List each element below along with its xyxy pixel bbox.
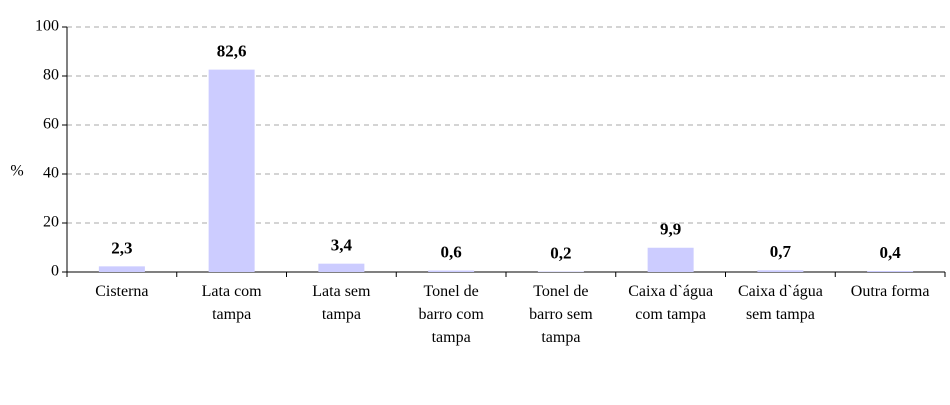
y-tick-label: 40 bbox=[43, 165, 59, 182]
x-tick-label: Caixa d`água com tampa bbox=[628, 283, 714, 323]
bar bbox=[647, 247, 694, 272]
value-label: 9,9 bbox=[660, 220, 681, 239]
value-label: 0,7 bbox=[770, 242, 792, 261]
bar bbox=[98, 266, 145, 272]
y-tick-label: 0 bbox=[51, 263, 59, 280]
value-label: 3,4 bbox=[331, 236, 353, 255]
bar bbox=[757, 270, 804, 272]
value-label: 0,4 bbox=[880, 243, 902, 262]
bar bbox=[428, 270, 475, 272]
x-tick-label: Cisterna bbox=[95, 283, 149, 300]
x-tick-label: Tonel de barro sem tampa bbox=[529, 283, 593, 346]
y-tick-label: 80 bbox=[43, 67, 59, 84]
bar bbox=[867, 271, 914, 272]
x-tick-label: Outra forma bbox=[850, 283, 930, 300]
y-tick-label: 60 bbox=[43, 116, 59, 133]
bar bbox=[208, 69, 255, 272]
value-label: 82,6 bbox=[217, 42, 247, 61]
x-tick-label: Caixa d`água sem tampa bbox=[737, 283, 823, 323]
x-tick-label: Lata sem tampa bbox=[312, 283, 371, 323]
y-tick-label: 100 bbox=[35, 18, 59, 35]
x-tick-label: Lata com tampa bbox=[201, 283, 262, 323]
value-label: 2,3 bbox=[111, 238, 132, 257]
bar bbox=[318, 263, 365, 272]
y-tick-label: 20 bbox=[43, 214, 59, 231]
x-tick-label: Tonel de barro com tampa bbox=[418, 283, 484, 346]
y-axis-label: % bbox=[10, 163, 23, 180]
value-label: 0,6 bbox=[441, 242, 462, 261]
value-label: 0,2 bbox=[550, 243, 571, 262]
